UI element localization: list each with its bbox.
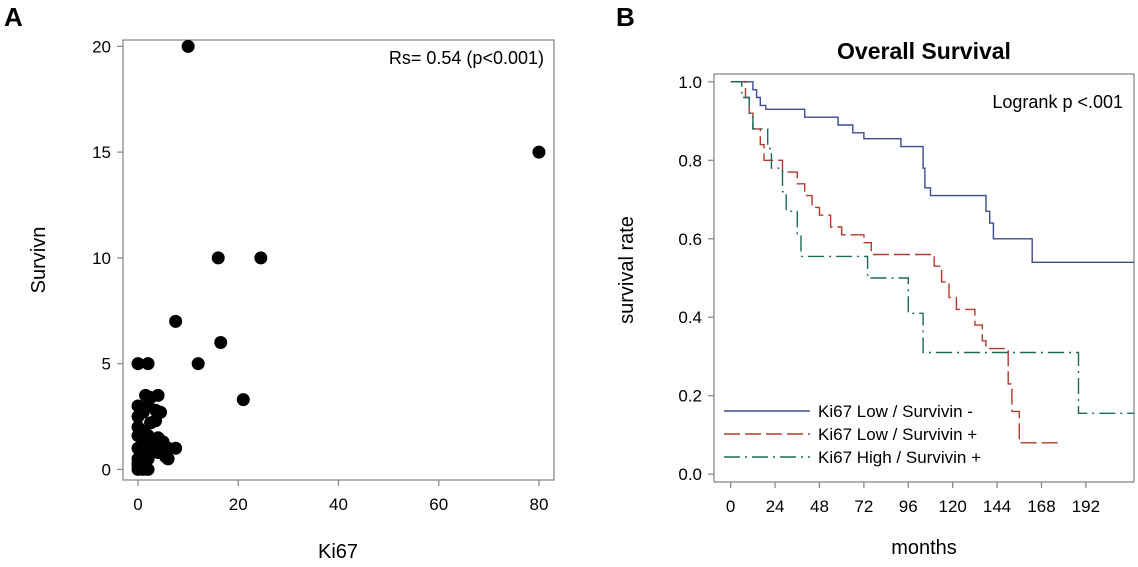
scatter-points [131, 39, 546, 476]
legend-label-2: Ki67 Low / Survivin + [818, 425, 977, 444]
legend-label-1: Ki67 Low / Survivin - [818, 402, 973, 421]
survival-x-tick-label: 72 [854, 497, 873, 516]
scatter-point [131, 410, 145, 424]
survival-axes: 0 24 48 72 96 120 144 168 192 0.0 0.2 0.4 0.6 0.8 1.0 [678, 73, 1100, 516]
survival-legend: Ki67 Low / Survivin - Ki67 Low / Survivin… [724, 402, 981, 467]
scatter-point [131, 456, 145, 470]
scatter-plot-frame [122, 39, 555, 481]
scatter-y-tick-label: 20 [92, 37, 111, 56]
survival-y-tick-label: 0.2 [678, 387, 702, 406]
logrank-annotation: Logrank p <.001 [992, 92, 1123, 112]
scatter-point [532, 145, 546, 159]
survival-x-tick-label: 24 [766, 497, 785, 516]
scatter-x-tick-label: 0 [133, 495, 142, 514]
scatter-point [191, 357, 205, 371]
survival-y-tick-label: 0.0 [678, 465, 702, 484]
survival-curve-1 [730, 81, 1134, 263]
survival-y-tick-label: 1.0 [678, 73, 702, 92]
survival-y-axis-label: survival rate [616, 216, 638, 324]
scatter-point [131, 357, 145, 371]
scatter-point [236, 393, 250, 407]
survival-x-tick-label: 0 [726, 497, 735, 516]
survival-y-tick-label: 0.8 [678, 151, 702, 170]
survival-curves [730, 81, 1134, 444]
survival-chart: Overall Survival 0 24 48 72 96 120 144 168 192 0.… [616, 38, 1135, 559]
scatter-axes: 0 20 40 60 80 0 5 10 15 20 [92, 37, 548, 514]
scatter-y-axis-label: Survivn [28, 227, 50, 294]
scatter-x-tick-label: 80 [530, 495, 549, 514]
scatter-x-tick-label: 40 [329, 495, 348, 514]
survival-plot-frame [713, 73, 1135, 483]
survival-y-tick-label: 0.4 [678, 308, 702, 327]
survival-x-tick-label: 192 [1072, 497, 1100, 516]
scatter-point [214, 336, 228, 349]
scatter-y-tick-label: 15 [92, 143, 111, 162]
scatter-y-tick-label: 10 [92, 249, 111, 268]
scatter-point [181, 39, 195, 53]
survival-x-tick-label: 168 [1027, 497, 1055, 516]
scatter-chart: 0 20 40 60 80 0 5 10 15 20 Rs= 0.54 (p<0.001) Ki6… [28, 37, 555, 563]
survival-curve-2 [730, 81, 1060, 444]
scatter-point [169, 314, 183, 328]
scatter-point [161, 452, 175, 466]
survival-x-tick-label: 48 [810, 497, 829, 516]
survival-curve-3 [730, 81, 1134, 414]
scatter-x-tick-label: 20 [229, 495, 248, 514]
scatter-point [141, 357, 155, 371]
survival-x-tick-label: 144 [983, 497, 1011, 516]
scatter-y-tick-label: 0 [102, 460, 111, 479]
scatter-point [211, 251, 225, 265]
legend-label-3: Ki67 High / Survivin + [818, 448, 981, 467]
panel-a-label: A [4, 2, 23, 32]
correlation-annotation: Rs= 0.54 (p<0.001) [389, 48, 544, 68]
scatter-x-tick-label: 60 [429, 495, 448, 514]
survival-x-tick-label: 120 [938, 497, 966, 516]
panel-b-label: B [616, 2, 635, 32]
survival-chart-title: Overall Survival [837, 38, 1011, 64]
survival-x-tick-label: 96 [899, 497, 918, 516]
scatter-point [169, 441, 183, 455]
scatter-x-axis-label: Ki67 [318, 541, 358, 563]
survival-y-tick-label: 0.6 [678, 230, 702, 249]
scatter-point [254, 251, 268, 265]
scatter-point [149, 414, 163, 428]
survival-x-axis-label: months [891, 537, 957, 559]
scatter-y-tick-label: 5 [102, 355, 111, 374]
